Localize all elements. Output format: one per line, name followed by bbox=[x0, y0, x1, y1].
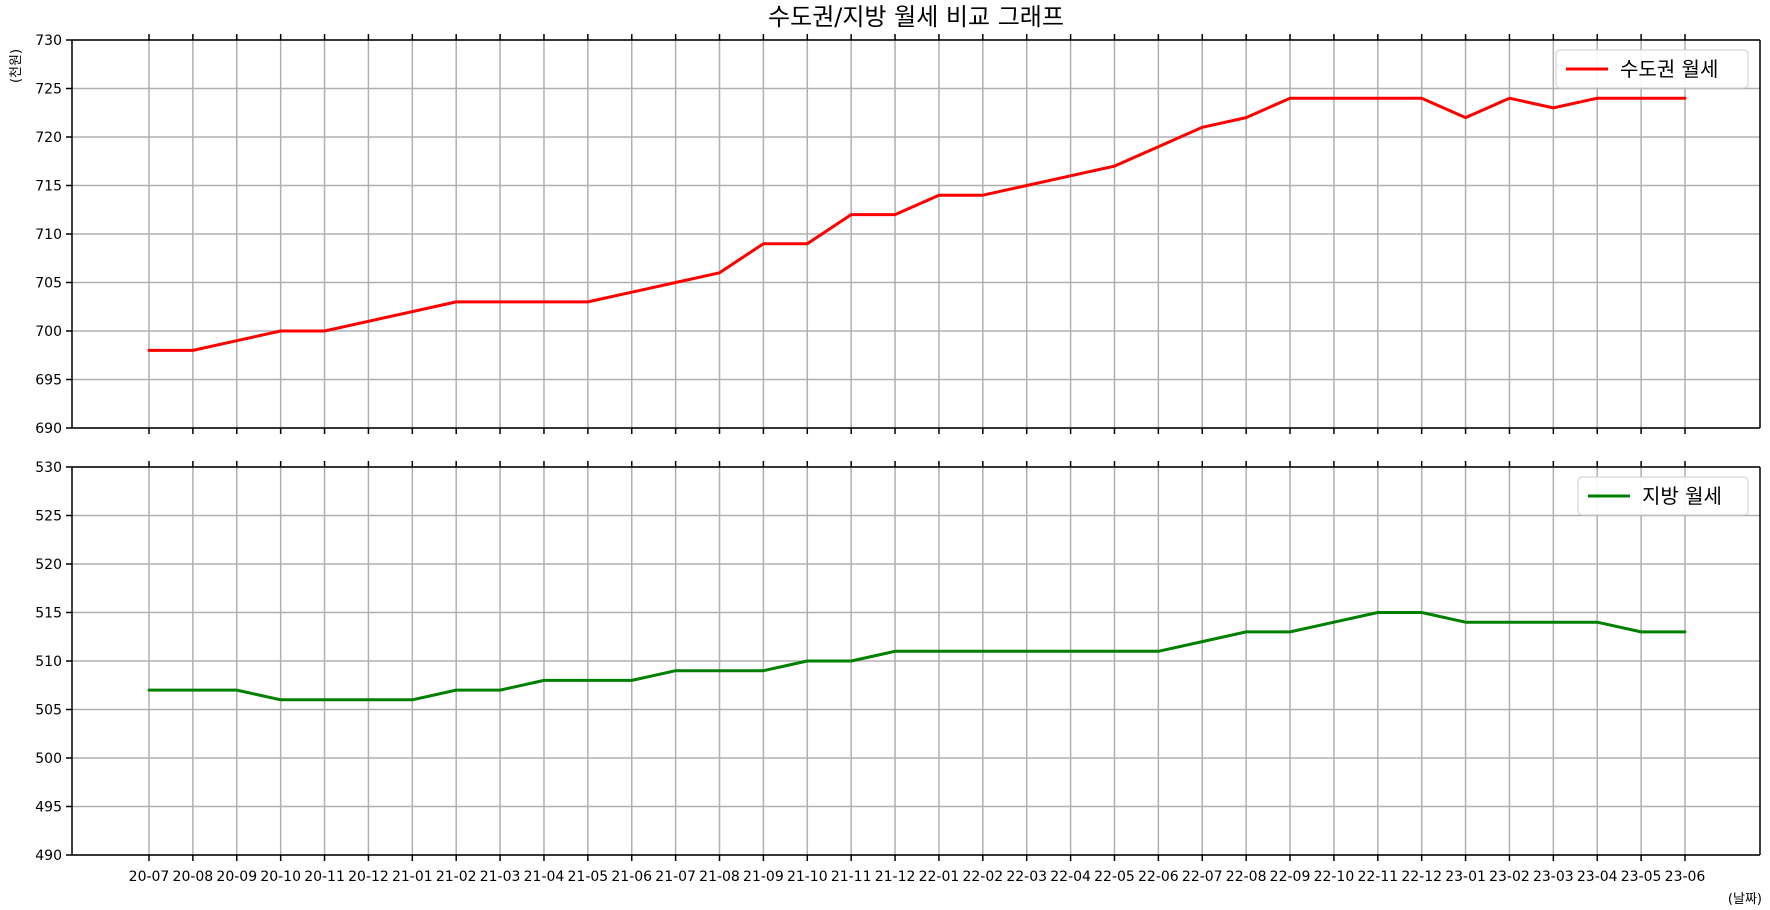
y-tick-label: 710 bbox=[35, 227, 62, 243]
x-tick-label: 21-09 bbox=[743, 869, 784, 885]
x-tick-label: 23-04 bbox=[1577, 869, 1618, 885]
x-tick-label: 23-05 bbox=[1621, 869, 1662, 885]
x-tick-label: 22-10 bbox=[1314, 869, 1355, 885]
x-tick-label: 21-08 bbox=[699, 869, 740, 885]
x-tick-label: 20-10 bbox=[260, 869, 301, 885]
x-tick-label: 21-04 bbox=[524, 869, 565, 885]
x-tick-label: 20-08 bbox=[173, 869, 214, 885]
chart-title: 수도권/지방 월세 비교 그래프 bbox=[768, 3, 1064, 31]
legend-box bbox=[1577, 476, 1749, 516]
y-tick-label: 705 bbox=[35, 276, 62, 292]
x-tick-label: 20-07 bbox=[129, 869, 170, 885]
x-tick-label: 22-08 bbox=[1226, 869, 1267, 885]
y-tick-label: 690 bbox=[35, 421, 62, 437]
x-tick-label: 22-01 bbox=[919, 869, 960, 885]
y-tick-label: 720 bbox=[35, 130, 62, 146]
legend-label: 지방 월세 bbox=[1642, 484, 1722, 508]
y-tick-label: 500 bbox=[35, 751, 62, 767]
y-tick-label: 515 bbox=[35, 606, 62, 622]
x-tick-label: 22-06 bbox=[1138, 869, 1179, 885]
x-tick-label: 22-04 bbox=[1050, 869, 1091, 885]
x-tick-label: 22-03 bbox=[1006, 869, 1047, 885]
series-line-regional bbox=[147, 611, 1687, 702]
x-tick-label: 23-06 bbox=[1665, 869, 1706, 885]
x-tick-label: 22-05 bbox=[1094, 869, 1135, 885]
x-tick-label: 21-01 bbox=[392, 869, 433, 885]
x-tick-label: 22-09 bbox=[1270, 869, 1311, 885]
x-tick-label: 21-02 bbox=[436, 869, 477, 885]
x-tick-label: 21-05 bbox=[568, 869, 609, 885]
legend-label: 수도권 월세 bbox=[1620, 57, 1718, 81]
x-tick-label: 20-09 bbox=[216, 869, 257, 885]
y-tick-label: 700 bbox=[35, 324, 62, 340]
y-tick-label: 495 bbox=[35, 800, 62, 816]
y-tick-label: 715 bbox=[35, 179, 62, 195]
y-axis-label: (천원) bbox=[9, 49, 24, 83]
x-tick-label: 23-03 bbox=[1533, 869, 1574, 885]
x-tick-label: 21-03 bbox=[480, 869, 521, 885]
y-tick-label: 490 bbox=[35, 848, 62, 864]
x-axis-label: (날짜) bbox=[1728, 892, 1762, 907]
y-tick-label: 725 bbox=[35, 82, 62, 98]
y-tick-label: 520 bbox=[35, 557, 62, 573]
y-tick-label: 730 bbox=[35, 33, 62, 49]
x-tick-label: 20-12 bbox=[348, 869, 389, 885]
series-line-metro bbox=[147, 96, 1687, 352]
x-tick-label: 22-02 bbox=[962, 869, 1003, 885]
x-tick-label: 23-01 bbox=[1445, 869, 1486, 885]
x-tick-label: 22-11 bbox=[1357, 869, 1398, 885]
y-tick-label: 530 bbox=[35, 460, 62, 476]
x-tick-label: 22-07 bbox=[1182, 869, 1223, 885]
x-tick-label: 23-02 bbox=[1489, 869, 1530, 885]
x-tick-label: 22-12 bbox=[1401, 869, 1442, 885]
legend-box bbox=[1555, 49, 1749, 89]
x-tick-label: 21-07 bbox=[655, 869, 696, 885]
y-tick-label: 525 bbox=[35, 509, 62, 525]
x-tick-label: 20-11 bbox=[304, 869, 345, 885]
y-tick-label: 505 bbox=[35, 703, 62, 719]
y-tick-label: 510 bbox=[35, 654, 62, 670]
x-tick-label: 21-10 bbox=[787, 869, 828, 885]
x-tick-label: 21-11 bbox=[831, 869, 872, 885]
x-tick-label: 21-06 bbox=[611, 869, 652, 885]
y-tick-label: 695 bbox=[35, 373, 62, 389]
x-tick-label: 21-12 bbox=[875, 869, 916, 885]
